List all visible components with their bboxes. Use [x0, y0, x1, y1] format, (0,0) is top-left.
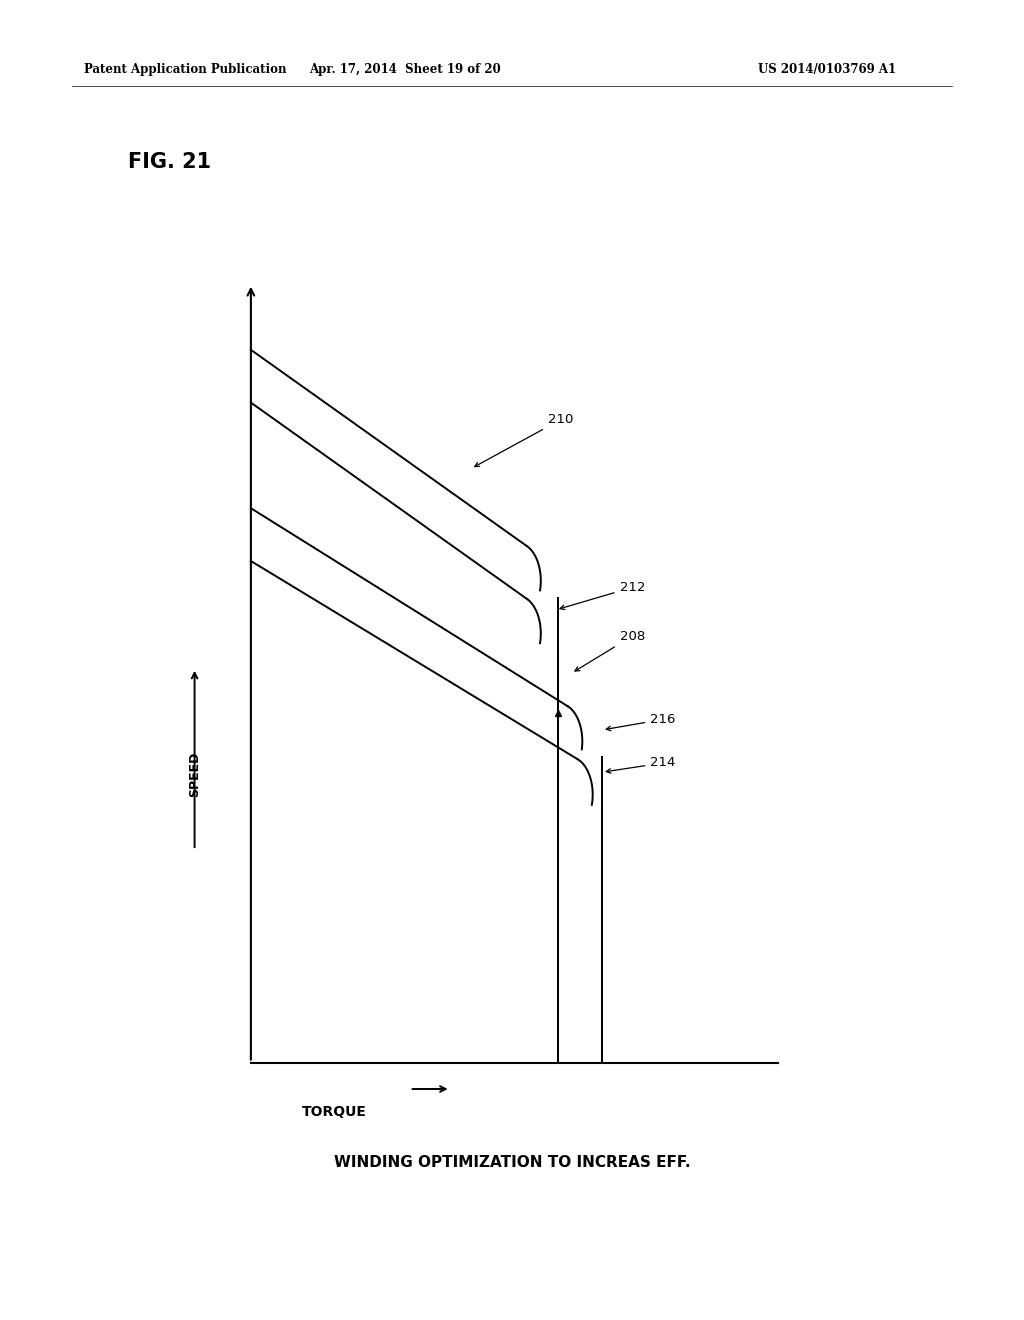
Text: 212: 212 — [560, 581, 645, 610]
Text: WINDING OPTIMIZATION TO INCREAS EFF.: WINDING OPTIMIZATION TO INCREAS EFF. — [334, 1155, 690, 1170]
Text: 210: 210 — [475, 413, 573, 466]
Text: FIG. 21: FIG. 21 — [128, 152, 211, 172]
Text: SPEED: SPEED — [188, 751, 201, 797]
Text: US 2014/0103769 A1: US 2014/0103769 A1 — [758, 63, 896, 77]
Text: 208: 208 — [574, 630, 645, 671]
Text: 214: 214 — [606, 756, 676, 774]
Text: TORQUE: TORQUE — [302, 1105, 367, 1119]
Text: Patent Application Publication: Patent Application Publication — [84, 63, 287, 77]
Text: Apr. 17, 2014  Sheet 19 of 20: Apr. 17, 2014 Sheet 19 of 20 — [308, 63, 501, 77]
Text: 216: 216 — [606, 713, 676, 731]
